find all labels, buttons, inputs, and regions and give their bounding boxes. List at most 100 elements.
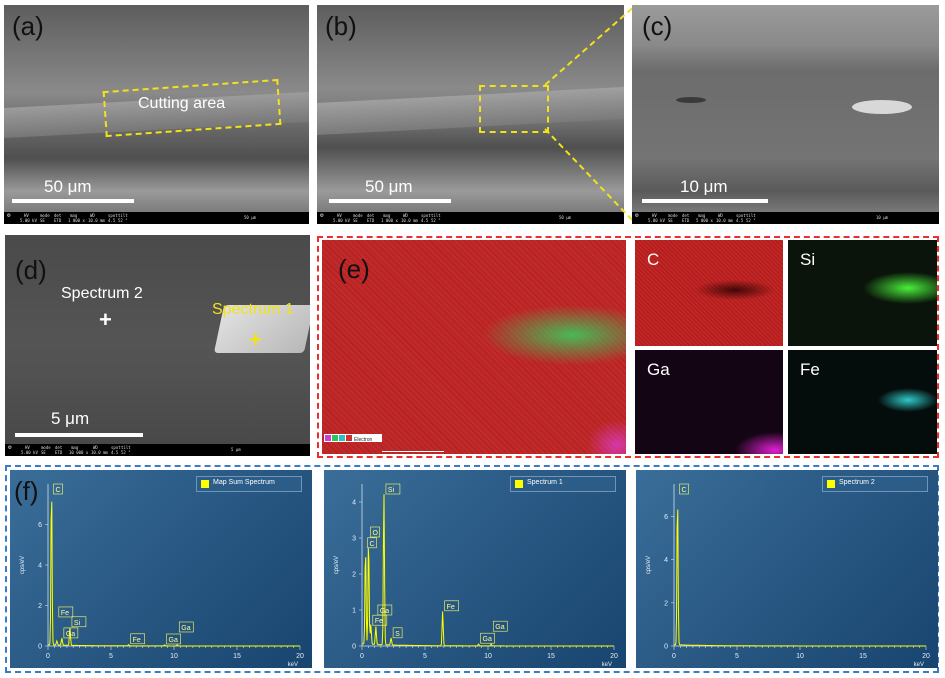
- peak-label-text: Ga: [66, 631, 75, 638]
- info-mag-value: 1 000 x: [68, 218, 85, 223]
- info-wd-value: 10.0 mm: [91, 450, 108, 455]
- peak-label-box: [492, 620, 508, 632]
- peak-label-box: [370, 526, 380, 538]
- map-label-si: Si: [800, 250, 816, 269]
- info-mag-label: mag: [698, 213, 706, 218]
- eds-map-frame: [317, 236, 939, 458]
- info-tilt-value: 52 °: [118, 218, 128, 223]
- legend-swatch: [827, 480, 835, 488]
- info-bar-d: ⚙ HV 5.00 kV mode SE det ETD mag 10 000 …: [5, 444, 310, 456]
- y-tick-label: 2: [352, 572, 356, 579]
- scale-bar-a: [12, 199, 134, 203]
- scale-bar-d: [15, 433, 143, 437]
- peak-label: C: [679, 483, 689, 495]
- x-tick-label: 0: [360, 653, 364, 660]
- x-tick-label: 5: [735, 653, 739, 660]
- info-logo-icon: ⚙: [320, 212, 324, 219]
- info-scale-value: 10 μm: [876, 215, 889, 220]
- info-spot-label: spot: [421, 213, 431, 218]
- peak-label: Fe: [444, 600, 459, 612]
- info-wd-value: 10.0 mm: [401, 218, 418, 223]
- spectra-frame: [5, 465, 939, 673]
- info-mode-label: mode: [353, 213, 363, 218]
- eds-overlay-map: (e) Electron: [322, 240, 626, 454]
- legend-swatch: [201, 480, 209, 488]
- info-logo-icon: ⚙: [8, 444, 12, 451]
- info-tilt-label: tilt: [121, 445, 131, 450]
- y-tick-label: 0: [38, 644, 42, 651]
- x-tick-label: 20: [922, 653, 930, 660]
- y-tick-label: 2: [38, 603, 42, 610]
- info-hv-label: HV: [24, 213, 29, 218]
- x-tick-label: 0: [672, 653, 676, 660]
- peak-label-box: [166, 633, 181, 645]
- eds-map-fe: Fe: [788, 350, 937, 454]
- peak-label: Ga: [63, 627, 79, 639]
- spectrum-1-label: Spectrum 1: [212, 301, 294, 318]
- y-tick-label: 0: [664, 644, 668, 651]
- eds-map-c: C: [635, 240, 783, 346]
- panel-label-d: (d): [15, 255, 47, 285]
- info-spot-value: 4.5: [421, 218, 429, 223]
- info-mag-label: mag: [70, 213, 78, 218]
- spectrum-trace: [361, 494, 614, 647]
- info-scale-value: 50 μm: [559, 215, 572, 220]
- info-spot-label: spot: [736, 213, 746, 218]
- zoom-region-box: [479, 85, 549, 133]
- peak-label-box: [63, 627, 79, 639]
- peak-label-text: Ga: [483, 636, 492, 643]
- peak-label-box: [377, 604, 393, 616]
- legend-map-sum: Map Sum Spectrum: [196, 476, 302, 492]
- y-tick-label: 4: [38, 563, 42, 570]
- info-hv-value: 5.00 kV: [648, 218, 665, 223]
- peak-label-text: Fe: [61, 610, 69, 617]
- map-label-c: C: [647, 250, 660, 269]
- info-logo-icon: ⚙: [7, 212, 11, 219]
- peak-label-box: [71, 616, 87, 628]
- x-axis-label: keV: [288, 662, 298, 668]
- x-tick-label: 15: [547, 653, 555, 660]
- y-tick-label: 1: [352, 608, 356, 615]
- peak-label-text: Ga: [495, 624, 504, 631]
- info-mode-value: SE: [353, 218, 358, 223]
- peak-label-text: Fe: [133, 637, 141, 644]
- spectrum-trace: [48, 501, 300, 647]
- legend-spectrum-2: Spectrum 2: [822, 476, 928, 492]
- info-mag-label: mag: [71, 445, 79, 450]
- legend-text: Spectrum 1: [527, 479, 563, 486]
- info-mode-label: mode: [40, 213, 50, 218]
- legend-swatch-c: [346, 435, 352, 441]
- peak-label-text: Ga: [169, 637, 178, 644]
- peak-label: Fe: [130, 633, 145, 645]
- peak-label-box: [385, 483, 401, 495]
- y-tick-label: 0: [352, 644, 356, 651]
- spectrum-1-marker-icon: +: [249, 327, 262, 352]
- peak-label: Ga: [178, 621, 194, 633]
- peak-label-box: [480, 632, 495, 644]
- y-axis-label: cps/eV: [646, 556, 652, 574]
- peak-label: C: [53, 483, 63, 495]
- x-tick-label: 5: [423, 653, 427, 660]
- legend-text: Map Sum Spectrum: [213, 479, 275, 486]
- peak-label-text: Fe: [375, 618, 383, 625]
- map-label-fe: Fe: [800, 360, 820, 379]
- legend-swatch-fe: [339, 435, 345, 441]
- peak-label-box: [178, 621, 194, 633]
- peak-label-text: Ga: [181, 625, 190, 632]
- peak-label-text: Si: [74, 620, 81, 627]
- panel-label-c: (c): [642, 11, 673, 41]
- peak-label-text: Si: [388, 487, 395, 494]
- peak-label: Ga: [492, 620, 508, 632]
- scale-bar-b: [329, 199, 451, 203]
- scale-bar-c: [642, 199, 768, 203]
- spectrum-2-label: Spectrum 2: [61, 285, 143, 302]
- eds-map-ga: Ga: [635, 350, 783, 454]
- info-hv-label: HV: [25, 445, 30, 450]
- x-tick-label: 15: [233, 653, 241, 660]
- peak-label-text: O: [373, 530, 379, 537]
- peak-label-box: [130, 633, 145, 645]
- spectrum-chart-spectrum-2: 0 5 10 15 20 0 2 4 6 cps/eV keV C Spectrum 2: [636, 470, 938, 668]
- info-hv-value: 5.00 kV: [21, 450, 38, 455]
